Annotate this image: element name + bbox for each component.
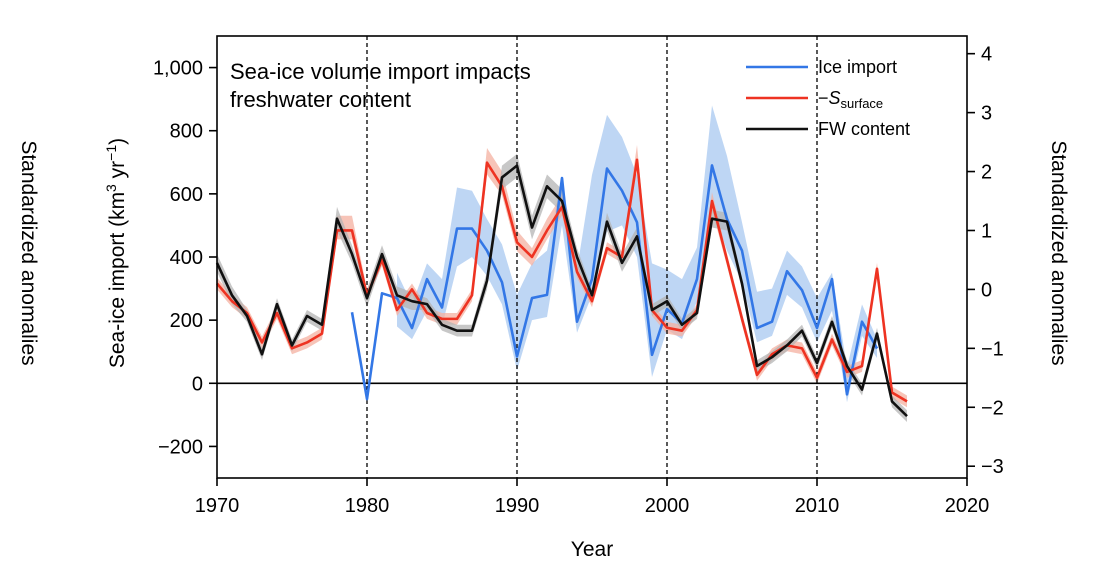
reference-lines (217, 36, 967, 478)
x-axis-label: Year (571, 538, 613, 561)
legend-label-2: −Ssurface (818, 88, 883, 111)
legend: Ice import −Ssurface FW content (746, 57, 910, 139)
x-tick-label-2020: 2020 (945, 495, 990, 517)
y-left-tick-label: −200 (158, 436, 203, 458)
line-series-1 (350, 164, 879, 401)
x-tick-label-1970: 1970 (195, 495, 240, 517)
y-axis-label-right: Standardized anomalies (1047, 140, 1070, 365)
line-series-3 (215, 164, 908, 418)
uncertainty-bands (217, 105, 907, 423)
y-right-tick-label: 0 (981, 279, 992, 301)
x-tick-label-2010: 2010 (795, 495, 840, 517)
y-right-tick-label: 4 (981, 44, 992, 66)
y-right-tick-label: −2 (981, 397, 1004, 419)
chart-title-line-2: freshwater content (230, 87, 411, 112)
y-left-tick-label: 800 (170, 121, 203, 143)
legend-label-1: Ice import (818, 57, 897, 77)
chart-title-line-1: Sea-ice volume import impacts (230, 59, 531, 84)
y-axis-label-far-left: Standardized anomalies (17, 140, 40, 365)
legend-label-3: FW content (818, 119, 910, 139)
y-right-tick-label: 2 (981, 162, 992, 184)
series-lines (215, 158, 908, 418)
y-right-tick-label: −1 (981, 338, 1004, 360)
y-left-tick-label: 1,000 (153, 58, 203, 80)
line-series-2 (216, 158, 908, 403)
x-tick-label-1990: 1990 (495, 495, 540, 517)
y-left-tick-label: 600 (170, 184, 203, 206)
y-left-tick-label: 0 (192, 373, 203, 395)
y-right-tick-label: 1 (981, 220, 992, 242)
y-axis-label-left: Sea-ice import (km3 yr−1) (103, 138, 129, 368)
x-tick-label-2000: 2000 (645, 495, 690, 517)
x-tick-label-1980: 1980 (345, 495, 390, 517)
y-left-tick-label: 400 (170, 247, 203, 269)
y-right-tick-label: 3 (981, 103, 992, 125)
y-right-tick-label: −3 (981, 456, 1004, 478)
axis-ticks: 1970 1980 1990 2000 2010 2020 −200 0 200 400 600 80… (153, 44, 1004, 517)
y-left-tick-label: 200 (170, 310, 203, 332)
